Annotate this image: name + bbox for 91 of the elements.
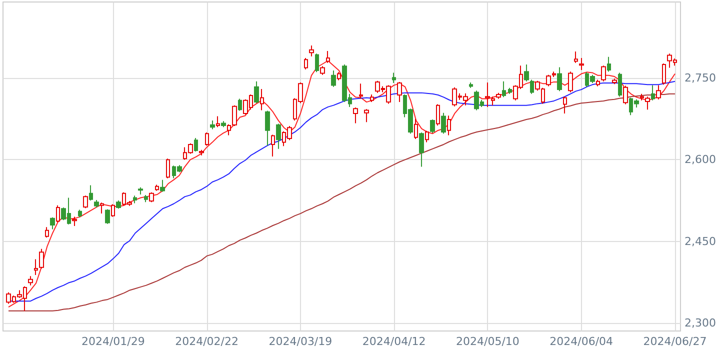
candlestick xyxy=(39,248,44,269)
candlestick xyxy=(205,132,209,146)
candlestick xyxy=(662,62,666,86)
candlestick xyxy=(623,85,628,105)
candlestick xyxy=(552,71,556,78)
candlestick xyxy=(436,104,440,126)
x-tick-label: 2024/04/12 xyxy=(362,335,426,348)
candlestick xyxy=(353,107,358,124)
candlestick xyxy=(78,209,82,218)
candlestick xyxy=(607,56,611,72)
candlestick xyxy=(216,116,220,128)
candlestick xyxy=(331,70,336,88)
candlestick xyxy=(530,79,534,94)
candlestick xyxy=(640,93,644,101)
x-tick-label: 2024/01/29 xyxy=(81,335,145,348)
candlestick xyxy=(618,72,622,98)
y-tick-label: 2,750 xyxy=(684,72,716,85)
candlestick xyxy=(574,50,578,64)
candlestick xyxy=(596,79,600,87)
candlestick xyxy=(111,204,115,218)
candlestick xyxy=(612,78,617,85)
candlestick xyxy=(238,98,242,112)
candlestick xyxy=(100,202,104,214)
x-tick-label: 2024/06/27 xyxy=(643,335,707,348)
candlestick xyxy=(326,50,330,64)
candlestick xyxy=(337,72,341,81)
candlestick xyxy=(546,74,551,87)
candlestick xyxy=(563,96,567,114)
y-tick-label: 2,600 xyxy=(684,153,716,166)
candlestick xyxy=(508,87,512,94)
candlestick xyxy=(414,118,418,140)
candlestick xyxy=(524,64,529,82)
candlestick xyxy=(315,53,319,73)
candlestick xyxy=(441,112,446,134)
candlestick xyxy=(651,84,655,101)
candlestick xyxy=(397,81,402,103)
candlestick xyxy=(557,66,562,92)
candlestick xyxy=(34,258,38,276)
candlestick xyxy=(276,123,281,150)
candlestick xyxy=(579,58,584,70)
candlestick xyxy=(491,96,495,106)
candlestick xyxy=(309,45,314,57)
candlestick xyxy=(359,83,363,100)
candlestick xyxy=(133,195,137,204)
candlestick xyxy=(568,71,573,93)
candlestick xyxy=(116,200,121,210)
candlestick xyxy=(144,194,148,203)
candlestick xyxy=(155,184,159,192)
candlestick xyxy=(89,184,93,201)
candlestick xyxy=(83,195,88,209)
candlestick xyxy=(502,80,506,98)
candlestick xyxy=(50,216,55,230)
candlestick xyxy=(72,216,77,227)
candlestick xyxy=(94,199,99,208)
candlestick xyxy=(28,276,33,286)
candlestick xyxy=(194,137,198,152)
candlestick xyxy=(419,132,424,168)
y-tick-label: 2,450 xyxy=(684,234,716,248)
candlestick xyxy=(105,208,110,224)
candlestick xyxy=(425,130,429,143)
x-tick-label: 2024/06/04 xyxy=(550,335,614,348)
candlestick xyxy=(601,65,606,82)
candlestick xyxy=(370,94,374,103)
x-tick-label: 2024/03/19 xyxy=(268,335,332,348)
x-tick-label: 2024/05/10 xyxy=(456,335,520,348)
candlestick xyxy=(469,82,473,88)
y-tick-label: 2,300 xyxy=(684,316,716,330)
candlestick xyxy=(138,186,143,196)
candlestick xyxy=(254,80,259,104)
candlestick xyxy=(656,84,661,100)
candlestick xyxy=(199,149,204,156)
candlestick xyxy=(485,82,490,108)
candlestick xyxy=(645,96,650,110)
candlestick xyxy=(271,134,275,157)
candlestick xyxy=(496,92,501,100)
candlestick xyxy=(447,115,451,136)
candlestick xyxy=(265,110,270,146)
x-tick-label: 2024/02/22 xyxy=(175,335,239,348)
candlestick xyxy=(210,120,215,130)
candlestick xyxy=(260,88,264,111)
candlestick xyxy=(392,72,396,84)
candlestick xyxy=(430,118,435,134)
candlestick xyxy=(160,179,165,192)
candlestick xyxy=(166,158,170,179)
candlestick xyxy=(45,226,49,238)
candlestick xyxy=(56,204,60,223)
candlestick xyxy=(221,120,226,128)
candlestick xyxy=(320,66,325,76)
candlestick xyxy=(364,108,369,123)
candlestick xyxy=(304,58,308,70)
candlestick xyxy=(149,192,154,203)
